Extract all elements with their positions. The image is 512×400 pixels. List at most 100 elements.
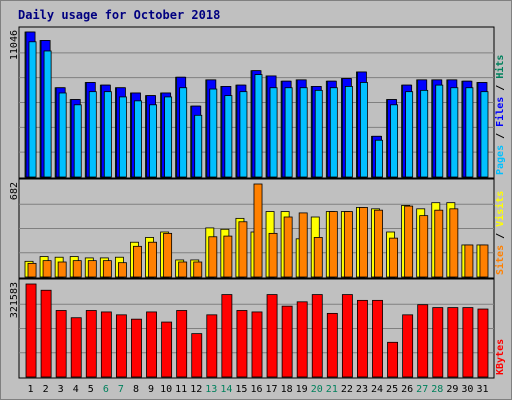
bar-kbytes-day-31 [477, 308, 489, 378]
bar-kbytes-day-16 [251, 311, 263, 378]
x-tick-label: 11 [175, 384, 187, 395]
bar-kbytes-day-7 [115, 314, 127, 378]
bar-pages-day-17 [269, 87, 278, 178]
x-tick-label: 4 [73, 384, 79, 395]
bar-kbytes-day-21 [326, 312, 338, 378]
bar-pages-day-10 [164, 96, 173, 178]
legend-visits: Visits [494, 191, 506, 227]
x-tick-label: 15 [235, 384, 247, 395]
legend-sites: Sites [494, 245, 506, 275]
x-tick-label: 13 [205, 384, 217, 395]
legend-pages: Pages [495, 145, 506, 175]
bar-pages-day-15 [239, 91, 248, 178]
bar-kbytes-day-9 [146, 311, 157, 378]
bars [24, 31, 489, 178]
legend-files: Files [494, 97, 506, 127]
x-tick-label: 31 [476, 384, 488, 395]
bar-pages-day-8 [134, 100, 142, 178]
bars [24, 183, 489, 278]
x-tick-label: 7 [118, 384, 124, 395]
panel-visits-sites: 682 Sites / Visits [9, 178, 506, 279]
bar-kbytes-day-24 [372, 299, 383, 378]
bar-sites-day-19 [298, 212, 308, 278]
bar-kbytes-day-19 [296, 301, 308, 378]
bar-pages-day-16 [254, 74, 263, 178]
x-tick-label: 18 [281, 384, 293, 395]
bar-kbytes-day-22 [341, 294, 353, 378]
panel-legend: Sites / Visits [494, 191, 506, 275]
bar-pages-day-25 [390, 104, 399, 178]
bar-kbytes-day-25 [387, 341, 399, 378]
bar-sites-day-23 [359, 207, 368, 278]
x-tick-label: 27 [416, 384, 428, 395]
bar-sites-day-27 [419, 215, 429, 278]
bar-sites-day-10 [163, 232, 173, 278]
panel-hits-pages-files: 11046 Pages / Files / Hits [9, 26, 506, 179]
x-tick-label: 21 [326, 384, 338, 395]
bar-pages-day-4 [73, 104, 82, 178]
x-tick-label: 9 [148, 384, 154, 395]
bar-pages-day-21 [329, 87, 338, 178]
bar-kbytes-day-17 [266, 294, 278, 378]
panels: 11046 Pages / Files / Hits 682 Sites / Visi… [9, 26, 506, 379]
bar-kbytes-day-11 [176, 310, 188, 378]
bar-kbytes-day-5 [85, 310, 97, 378]
bar-kbytes-day-1 [25, 283, 37, 378]
x-axis-labels: 1 2 3 4 5 6 7 8 9 10 11 12 13 14 15 16 17 18 19 20 21 22 23 24 2… [28, 384, 489, 395]
bar-pages-day-3 [58, 92, 67, 178]
x-tick-label: 10 [160, 384, 172, 395]
bar-kbytes-day-29 [447, 307, 459, 378]
legend-kbytes: KBytes [495, 339, 506, 375]
bar-kbytes-day-23 [357, 299, 368, 378]
bar-sites-day-4 [72, 260, 82, 278]
x-tick-label: 1 [28, 384, 34, 395]
bar-pages-day-6 [103, 91, 112, 178]
bar-pages-day-30 [465, 87, 474, 178]
bar-pages-day-9 [149, 104, 157, 178]
bar-pages-day-19 [299, 87, 308, 178]
x-tick-label: 5 [88, 384, 94, 395]
bar-pages-day-24 [375, 139, 383, 178]
bar-sites-day-20 [313, 237, 323, 278]
bar-pages-day-28 [435, 84, 444, 178]
bar-kbytes-day-14 [221, 294, 233, 378]
bar-pages-day-20 [314, 89, 323, 178]
bar-kbytes-day-12 [191, 333, 203, 378]
bar-kbytes-day-10 [161, 321, 173, 378]
x-tick-label: 26 [401, 384, 413, 395]
bar-pages-day-31 [480, 91, 489, 178]
bar-sites-day-3 [57, 261, 67, 278]
x-tick-label: 22 [341, 384, 353, 395]
x-tick-label: 30 [461, 384, 473, 395]
x-tick-label: 25 [386, 384, 398, 395]
x-tick-label: 14 [220, 384, 232, 395]
bar-pages-day-11 [179, 87, 188, 178]
bar-sites-day-14 [223, 235, 233, 278]
bar-sites-day-21 [328, 211, 338, 278]
bar-kbytes-day-20 [311, 294, 323, 378]
x-tick-label: 29 [446, 384, 458, 395]
bar-pages-day-13 [209, 88, 218, 178]
bar-sites-day-9 [148, 241, 157, 278]
bar-sites-day-22 [343, 211, 353, 278]
bar-sites-day-25 [389, 237, 399, 278]
bar-pages-day-29 [450, 87, 459, 178]
bar-pages-day-18 [284, 87, 293, 178]
bar-kbytes-day-18 [281, 305, 293, 378]
chart-title: Daily usage for October 2018 [18, 8, 220, 22]
panel-max-label: 11046 [9, 30, 20, 60]
bar-sites-day-13 [208, 236, 218, 278]
x-tick-label: 28 [431, 384, 443, 395]
bar-sites-day-7 [117, 262, 127, 278]
bar-pages-day-27 [420, 89, 429, 178]
x-tick-label: 12 [190, 384, 202, 395]
bar-sites-day-17 [268, 232, 278, 278]
x-tick-label: 8 [133, 384, 139, 395]
bar-sites-day-29 [449, 208, 459, 278]
x-tick-label: 17 [266, 384, 278, 395]
bar-kbytes-day-13 [206, 314, 218, 378]
bar-pages-day-7 [118, 96, 127, 178]
bar-kbytes-day-6 [100, 311, 112, 378]
